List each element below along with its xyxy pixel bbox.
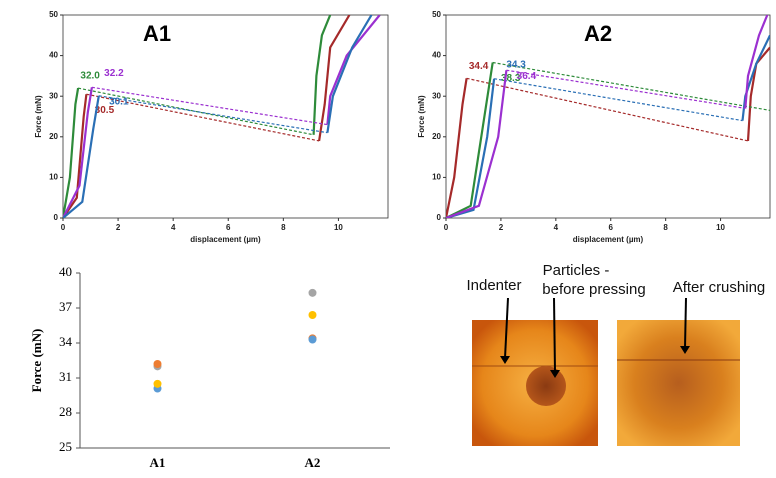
x-tick-label: 0 — [61, 223, 66, 232]
y-tick-label: 10 — [432, 173, 441, 182]
y-axis-label: Force (mN) — [417, 95, 426, 138]
y-tick-label: 40 — [432, 51, 441, 60]
x-tick-label: 6 — [609, 223, 614, 232]
arrow — [504, 297, 509, 359]
data-point — [153, 360, 162, 368]
x-axis-label: displacement (µm) — [573, 235, 644, 244]
series-line — [98, 95, 328, 134]
y-tick-label: 40 — [59, 264, 72, 279]
series-line — [506, 69, 746, 109]
image-label: After crushing — [673, 279, 766, 296]
x-tick-label: A1 — [150, 455, 166, 470]
peak-label: 32.2 — [104, 68, 124, 79]
peak-label: 38.3 — [501, 73, 521, 84]
y-axis-label: Force (mN) — [34, 95, 43, 138]
data-point — [308, 335, 317, 344]
y-tick-label: 31 — [59, 369, 72, 384]
x-tick-label: 0 — [444, 223, 449, 232]
series-line — [326, 15, 373, 133]
x-tick-label: 2 — [499, 223, 504, 232]
peak-label: 36.4 — [517, 71, 537, 82]
arrow-head — [680, 346, 690, 354]
y-tick-label: 0 — [54, 213, 59, 222]
peak-label: 30.5 — [95, 105, 115, 116]
y-tick-label: 25 — [59, 439, 72, 454]
series-line — [466, 77, 749, 142]
image-label: Particles - — [543, 262, 610, 279]
series-line — [446, 70, 508, 218]
x-tick-label: 8 — [281, 223, 286, 232]
chart-title: A1 — [143, 21, 171, 46]
arrow — [684, 297, 687, 349]
peak-label: 32.0 — [80, 71, 100, 82]
peak-label: 34.3 — [506, 59, 526, 70]
y-tick-label: 0 — [437, 213, 442, 222]
x-tick-label: 10 — [716, 223, 725, 232]
plot-frame — [445, 14, 771, 219]
image-label: before pressing — [542, 281, 645, 298]
y-axis-label: Force (mN) — [29, 329, 44, 393]
series-line — [318, 15, 351, 142]
particle — [526, 366, 566, 406]
y-tick-label: 37 — [59, 299, 73, 314]
series-line — [746, 46, 770, 141]
series-line — [326, 15, 381, 125]
series-line — [492, 61, 770, 111]
y-tick-label: 50 — [432, 10, 441, 19]
x-tick-label: 2 — [116, 223, 121, 232]
series-line — [744, 15, 769, 109]
series-line — [77, 87, 314, 136]
chart-title: A2 — [584, 21, 612, 46]
x-tick-label: 10 — [334, 223, 343, 232]
y-tick-label: 40 — [49, 51, 58, 60]
x-axis-label: displacement (µm) — [190, 235, 261, 244]
series-line — [63, 87, 80, 218]
series-line — [86, 93, 320, 142]
plot-frame — [62, 14, 389, 219]
y-tick-label: 34 — [59, 334, 73, 349]
image-label: Indenter — [466, 277, 521, 294]
y-tick-label: 10 — [49, 173, 58, 182]
x-tick-label: 4 — [554, 223, 559, 232]
y-tick-label: 28 — [59, 404, 72, 419]
y-tick-label: 30 — [432, 91, 441, 100]
series-line — [446, 78, 468, 218]
series-line — [446, 62, 494, 218]
x-tick-label: 4 — [171, 223, 176, 232]
series-line — [63, 94, 88, 218]
peak-label: 34.4 — [469, 61, 489, 72]
arrow — [553, 297, 556, 373]
arrow-head — [500, 356, 510, 364]
arrow-head — [550, 370, 560, 378]
data-point — [153, 379, 162, 388]
y-tick-label: 20 — [432, 132, 441, 141]
series-line — [312, 15, 332, 135]
x-tick-label: A2 — [305, 455, 321, 470]
peak-label: 30.1 — [109, 96, 129, 107]
series-line — [63, 87, 93, 218]
series-line — [63, 95, 100, 218]
y-tick-label: 20 — [49, 132, 58, 141]
y-tick-label: 50 — [49, 10, 58, 19]
y-tick-label: 30 — [49, 91, 58, 100]
series-line — [494, 78, 743, 122]
data-point — [308, 288, 317, 297]
images-panel: Indenter Particles - before pressing Aft… — [466, 262, 765, 446]
x-tick-label: 6 — [226, 223, 231, 232]
image-after — [617, 320, 740, 446]
data-point — [308, 311, 317, 319]
x-tick-label: 8 — [663, 223, 668, 232]
